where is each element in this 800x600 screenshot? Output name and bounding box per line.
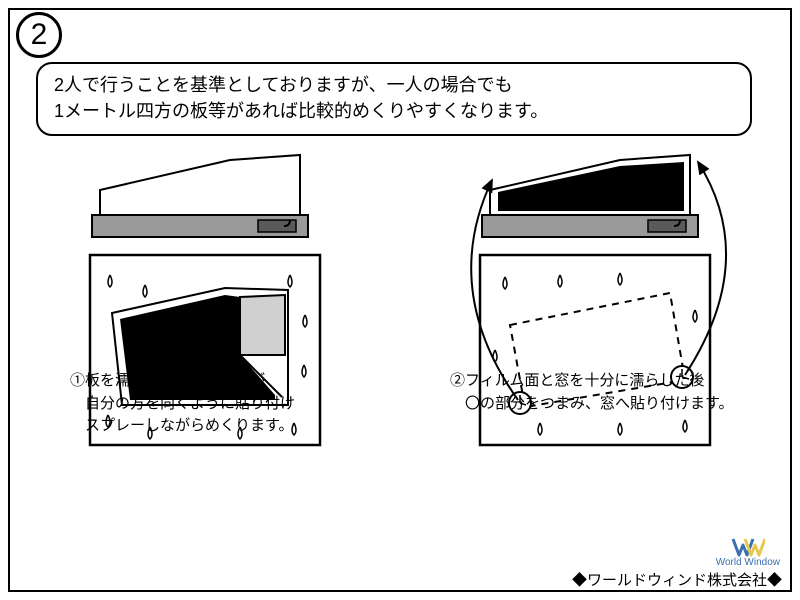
caption-left-l3: スプレーしながらめくります。: [70, 415, 430, 438]
company-logo: World Window: [716, 537, 780, 568]
panel-right: [410, 140, 790, 500]
logo-icon: [731, 537, 765, 557]
note-line2: 1メートル四方の板等があれば比較的めくりやすくなります。: [54, 98, 734, 124]
footer-company: ◆ワールドウィンド株式会社◆: [572, 569, 782, 590]
caption-left-l1: ①板を濡らし透明の台紙側が: [70, 370, 430, 393]
step-number-badge: 2: [16, 12, 62, 58]
step-number: 2: [31, 18, 48, 52]
note-line1: 2人で行うことを基準としておりますが、一人の場合でも: [54, 72, 734, 98]
panel-left-svg: [20, 140, 400, 500]
caption-right-l1: ②フィルム面と窓を十分に濡らした後: [450, 370, 800, 393]
caption-right-l2: 〇の部分をつまみ、窓へ貼り付けます。: [450, 393, 800, 416]
caption-left: ①板を濡らし透明の台紙側が 自分の方を向くように貼り付け スプレーしながらめくり…: [70, 370, 430, 438]
logo-text: World Window: [716, 557, 780, 568]
panels-row: [0, 140, 800, 500]
note-bubble: 2人で行うことを基準としておりますが、一人の場合でも 1メートル四方の板等があれ…: [36, 62, 752, 136]
panel-left: [20, 140, 400, 500]
caption-left-l2: 自分の方を向くように貼り付け: [70, 393, 430, 416]
panel-right-svg: [410, 140, 790, 500]
caption-right: ②フィルム面と窓を十分に濡らした後 〇の部分をつまみ、窓へ貼り付けます。: [450, 370, 800, 415]
